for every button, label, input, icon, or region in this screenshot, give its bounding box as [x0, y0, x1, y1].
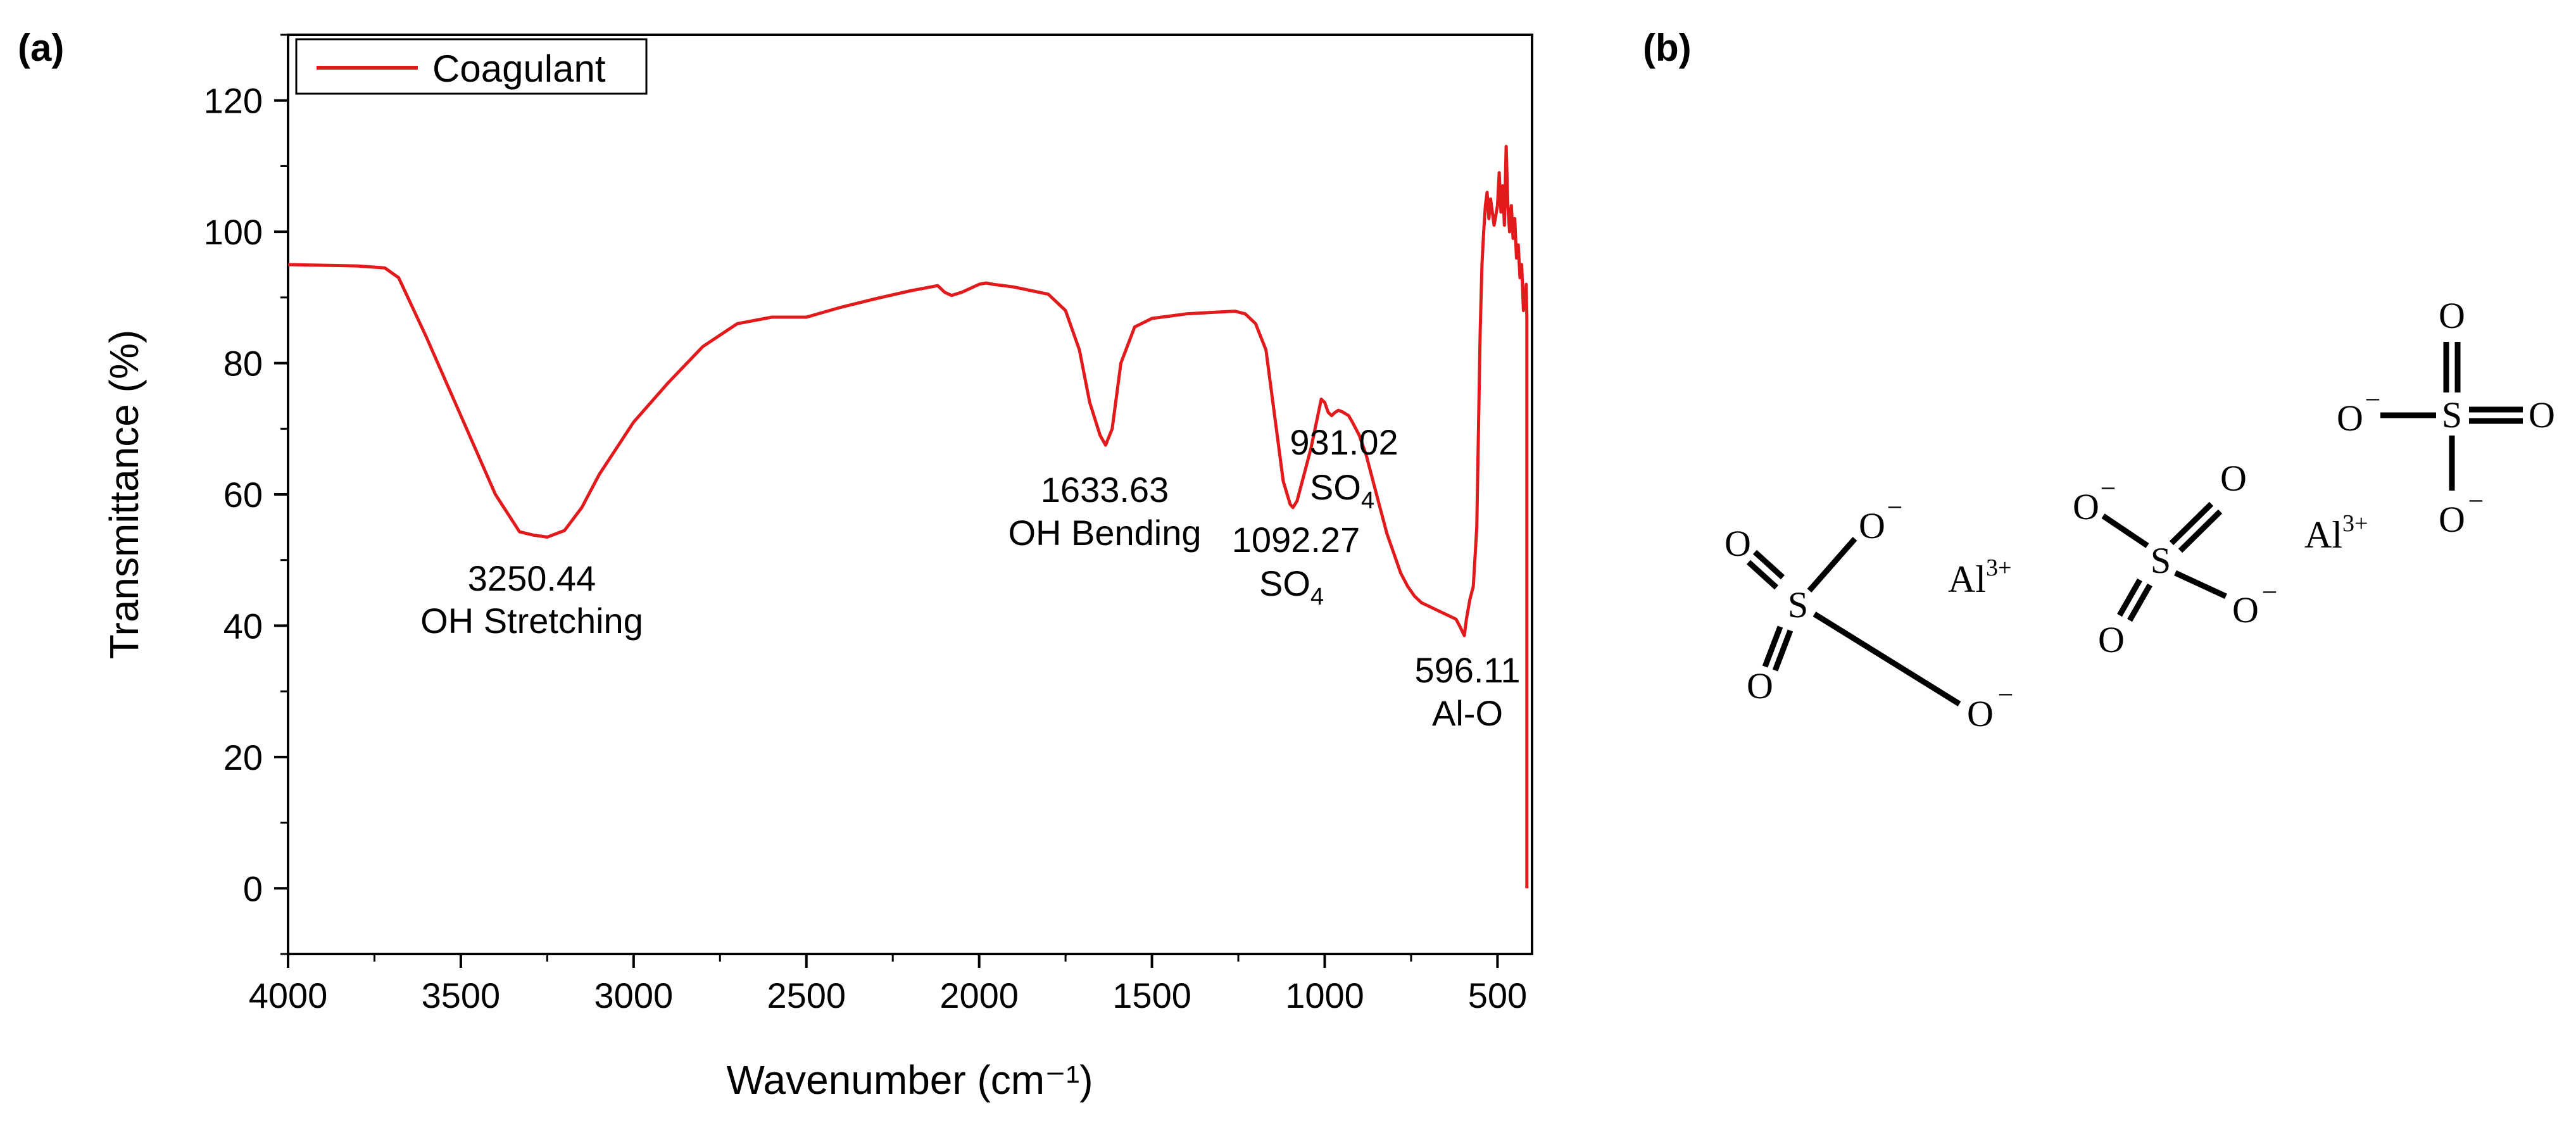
- x-tick-label: 2000: [939, 976, 1019, 1015]
- peak-label-3250: 3250.44: [468, 558, 596, 598]
- charge-minus-1c: −: [1887, 492, 1903, 523]
- x-tick-label: 1500: [1112, 976, 1191, 1015]
- peak-assignment-1633: OH Bending: [1008, 513, 1201, 553]
- x-tick-label: 500: [1468, 976, 1527, 1015]
- oxygen-atom-1c: O: [1859, 505, 1885, 546]
- oxygen-atom-2c: O: [2098, 619, 2125, 660]
- aluminium-ion-2-symbol: Al: [2304, 514, 2342, 556]
- aluminium-ion-2: Al3+: [2304, 510, 2368, 556]
- x-tick-label: 2500: [767, 976, 846, 1015]
- x-tick-label: 4000: [249, 976, 328, 1015]
- peak-assignment-596: Al-O: [1432, 693, 1503, 733]
- charge-minus-2a: −: [2101, 473, 2116, 504]
- oxygen-atom-2a: O: [2073, 486, 2099, 527]
- sulfur-atom-1: S: [1788, 584, 1808, 625]
- y-tick-label: 60: [223, 475, 263, 515]
- peak-label-931: 931.02: [1290, 422, 1398, 462]
- so4-text-1092: SO: [1259, 563, 1310, 603]
- charge-minus-3b: −: [2365, 384, 2381, 415]
- oxygen-atom-2d: O: [2232, 589, 2259, 631]
- coagulant-spectrum-line: [288, 144, 1529, 889]
- aluminium-sulfate-structure: S O O O − O − Al3+ S O − O O O −: [1725, 295, 2555, 734]
- peak-label-596: 596.11: [1414, 650, 1520, 690]
- oxygen-atom-3d: O: [2439, 499, 2465, 540]
- sulfate-group-2: S O − O O O −: [2073, 458, 2277, 660]
- panel-b-label: (b): [1643, 27, 1692, 69]
- sulfate-group-3: S O O − O O −: [2337, 295, 2555, 540]
- oxygen-atom-1d: O: [1967, 693, 1994, 734]
- aluminium-ion-1: Al3+: [1948, 555, 2011, 600]
- x-tick-label: 3000: [594, 976, 674, 1015]
- so4-text-931: SO: [1310, 467, 1361, 507]
- x-tick-label: 3500: [422, 976, 501, 1015]
- y-tick-label: 40: [223, 606, 263, 646]
- x-axis-ticks: 4000 3500 3000 2500 2000 1500 1000 500: [249, 954, 1527, 1015]
- y-tick-label: 20: [223, 737, 263, 777]
- legend-entry-coagulant: Coagulant: [432, 47, 606, 90]
- oxygen-atom-1a: O: [1725, 523, 1751, 564]
- bonds-1: [1746, 537, 1961, 706]
- y-tick-label: 0: [243, 869, 263, 908]
- bonds-3: [2380, 342, 2523, 491]
- peak-assignment-931: SO4: [1310, 467, 1374, 514]
- bonds-2: [2101, 501, 2227, 622]
- y-tick-label: 120: [204, 81, 263, 121]
- sulfate-group-1: S O O O − O −: [1725, 492, 2013, 734]
- peak-label-1633: 1633.63: [1041, 470, 1169, 510]
- charge-minus-2d: −: [2262, 577, 2278, 608]
- aluminium-ion-2-charge: 3+: [2342, 510, 2368, 537]
- sulfur-atom-3: S: [2442, 394, 2462, 436]
- oxygen-atom-3a: O: [2439, 295, 2465, 336]
- sulfur-atom-2: S: [2151, 540, 2171, 581]
- charge-minus-3d: −: [2468, 486, 2484, 517]
- legend: Coagulant: [295, 38, 648, 95]
- panel-a-label: (a): [18, 27, 64, 69]
- oxygen-atom-3c: O: [2529, 394, 2555, 436]
- y-tick-label: 80: [223, 344, 263, 384]
- aluminium-ion-1-symbol: Al: [1948, 558, 1986, 600]
- y-axis-title: Transmittance (%): [101, 330, 147, 659]
- ftir-chart: 0 20 40 60 80 100 120 4000 3500 3000 2500 2000 1500…: [101, 34, 1533, 1103]
- x-tick-label: 1000: [1285, 976, 1364, 1015]
- peak-label-1092: 1092.27: [1232, 520, 1360, 560]
- peak-annotations: 3250.44 OH Stretching 1633.63 OH Bending…: [420, 422, 1520, 733]
- peak-assignment-1092: SO4: [1259, 563, 1324, 610]
- charge-minus-1d: −: [1998, 679, 2014, 710]
- oxygen-atom-3b: O: [2337, 398, 2363, 439]
- so4-subscript-931: 4: [1361, 487, 1374, 514]
- peak-assignment-3250: OH Stretching: [420, 601, 643, 641]
- y-axis-ticks: 0 20 40 60 80 100 120: [204, 34, 288, 955]
- y-tick-label: 100: [204, 212, 263, 252]
- oxygen-atom-1b: O: [1747, 665, 1773, 706]
- oxygen-atom-2b: O: [2220, 458, 2247, 499]
- aluminium-ion-1-charge: 3+: [1986, 555, 2011, 581]
- so4-subscript-1092: 4: [1310, 584, 1324, 610]
- x-axis-title: Wavenumber (cm⁻¹): [726, 1057, 1093, 1103]
